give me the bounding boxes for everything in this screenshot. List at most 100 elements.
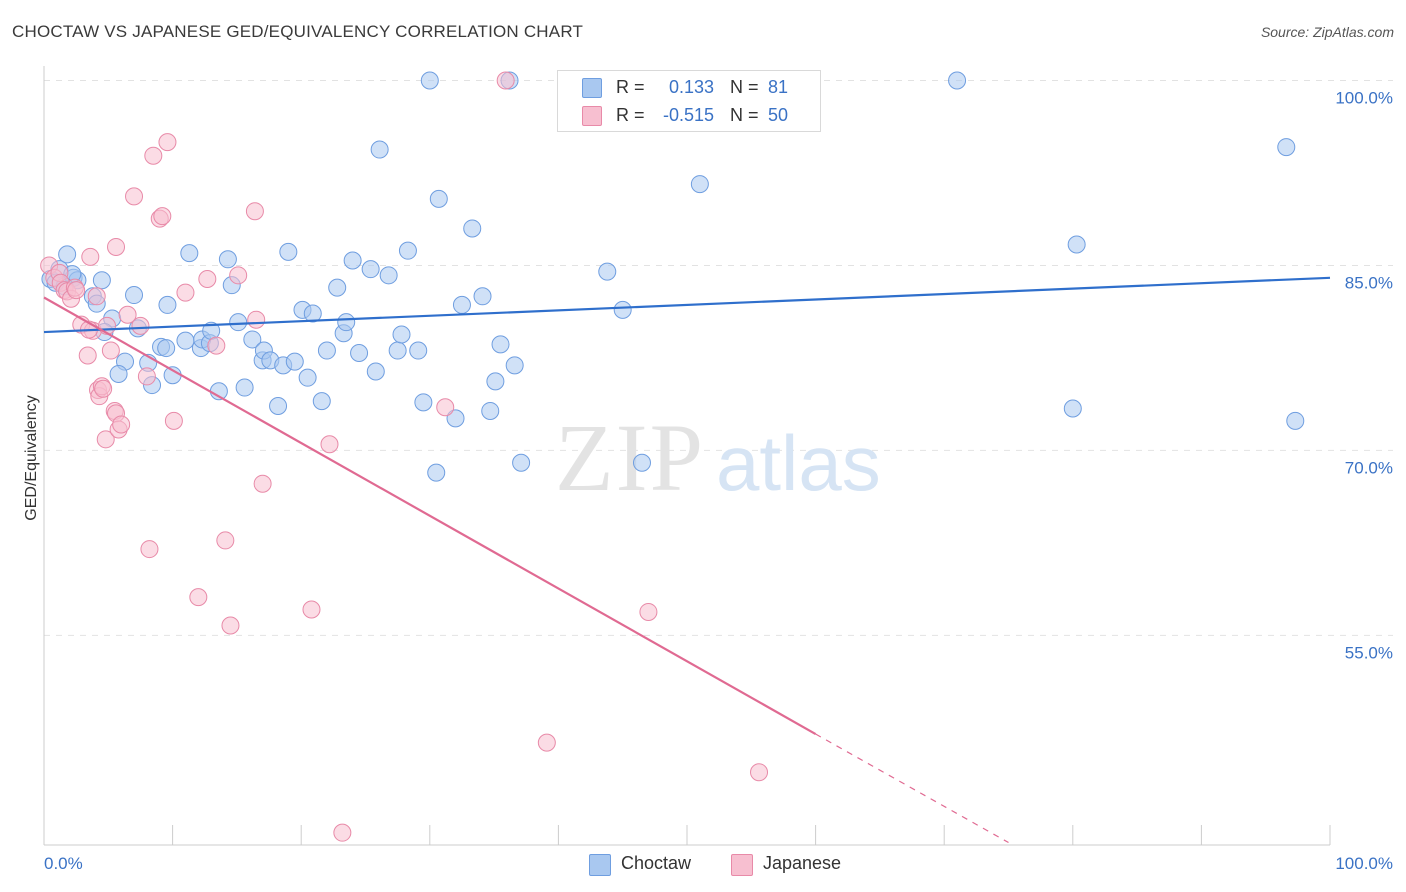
data-point-choctaw: [446, 409, 465, 428]
data-point-choctaw: [350, 344, 369, 363]
legend-label-japanese: Japanese: [763, 853, 842, 873]
legend-swatch-japanese: [582, 106, 602, 126]
data-point-choctaw: [279, 242, 298, 261]
data-point-choctaw: [473, 287, 492, 306]
data-point-japanese: [158, 133, 177, 152]
data-point-choctaw: [486, 372, 505, 391]
data-point-japanese: [253, 474, 272, 493]
data-point-japanese: [639, 602, 658, 621]
trend-line-extension-japanese: [815, 733, 1009, 844]
series-legend: Choctaw Japanese: [0, 852, 1406, 878]
data-point-japanese: [436, 398, 455, 417]
data-point-choctaw: [398, 241, 417, 260]
legend-swatch-choctaw: [582, 78, 602, 98]
legend-row-japanese: R = -0.515 N = 50: [558, 102, 820, 128]
data-point-choctaw: [109, 364, 128, 383]
data-point-choctaw: [285, 352, 304, 371]
data-point-japanese: [144, 146, 163, 165]
data-point-choctaw: [298, 368, 317, 387]
data-point-choctaw: [317, 341, 336, 360]
data-point-choctaw: [176, 331, 195, 350]
legend-n-value: 81: [768, 77, 789, 97]
data-point-japanese: [96, 430, 115, 449]
data-point-japanese: [131, 316, 150, 335]
data-point-japanese: [125, 187, 144, 206]
data-point-choctaw: [243, 330, 262, 349]
legend-swatch-choctaw: [589, 854, 611, 876]
trend-line-choctaw: [43, 276, 1331, 334]
data-point-japanese: [496, 71, 515, 90]
x-tick-label: 100.0%: [1335, 854, 1393, 873]
data-point-japanese: [98, 316, 117, 335]
data-point-japanese: [164, 411, 183, 430]
data-point-choctaw: [481, 401, 500, 420]
legend-r-value: 0.133: [668, 77, 714, 97]
data-point-choctaw: [491, 335, 510, 354]
data-point-choctaw: [158, 295, 177, 314]
data-point-japanese: [207, 336, 226, 355]
y-tick-label: 70.0%: [1345, 458, 1393, 477]
data-point-choctaw: [125, 286, 144, 305]
trend-lines: [43, 276, 1331, 844]
y-tick-label: 100.0%: [1335, 88, 1393, 107]
data-point-japanese: [320, 435, 339, 454]
data-point-japanese: [137, 367, 156, 386]
data-point-choctaw: [948, 71, 967, 90]
data-point-japanese: [78, 346, 97, 365]
legend-r-value: -0.515: [662, 105, 714, 125]
data-point-japanese: [176, 283, 195, 302]
legend-n-label: N =: [730, 105, 759, 125]
data-point-choctaw: [1277, 138, 1296, 157]
data-point-choctaw: [409, 341, 428, 360]
data-point-choctaw: [429, 189, 448, 208]
data-point-choctaw: [392, 325, 411, 344]
data-point-japanese: [198, 270, 217, 289]
data-point-choctaw: [235, 378, 254, 397]
data-point-choctaw: [157, 339, 176, 358]
data-point-choctaw: [463, 219, 482, 238]
data-point-choctaw: [512, 453, 531, 472]
x-tick-label: 0.0%: [44, 854, 83, 873]
svg-text:atlas: atlas: [716, 419, 881, 507]
y-tick-labels: 100.0% 85.0% 70.0% 55.0%: [1335, 88, 1393, 662]
data-point-japanese: [750, 763, 769, 782]
data-point-choctaw: [1063, 399, 1082, 418]
series-japanese: [40, 71, 769, 842]
data-point-choctaw: [379, 266, 398, 285]
data-point-japanese: [153, 207, 172, 226]
axes: [43, 66, 1331, 846]
data-point-choctaw: [328, 278, 347, 297]
source-label: Source: ZipAtlas.com: [1260, 24, 1394, 40]
data-point-choctaw: [632, 453, 651, 472]
data-point-choctaw: [361, 260, 380, 279]
data-point-japanese: [189, 588, 208, 607]
data-point-japanese: [302, 600, 321, 619]
data-point-choctaw: [613, 300, 632, 319]
watermark: ZIP atlas: [555, 404, 881, 511]
data-point-choctaw: [229, 313, 248, 332]
legend-r-label: R =: [616, 77, 645, 97]
legend-n-label: N =: [730, 77, 759, 97]
data-point-choctaw: [312, 392, 331, 411]
chart-title: CHOCTAW VS JAPANESE GED/EQUIVALENCY CORR…: [12, 22, 584, 41]
data-point-choctaw: [58, 245, 77, 264]
data-point-japanese: [118, 305, 137, 324]
data-point-japanese: [101, 341, 120, 360]
data-point-choctaw: [505, 356, 524, 375]
data-point-choctaw: [388, 341, 407, 360]
y-tick-label: 55.0%: [1345, 643, 1393, 662]
data-point-japanese: [87, 287, 106, 306]
data-point-japanese: [216, 531, 235, 550]
data-point-japanese: [229, 266, 248, 285]
y-axis-title: GED/Equivalency: [23, 395, 40, 520]
data-point-japanese: [247, 310, 266, 329]
data-point-choctaw: [303, 304, 322, 323]
data-point-japanese: [537, 733, 556, 752]
data-point-choctaw: [337, 313, 356, 332]
correlation-legend: R = 0.133 N = 81 R = -0.515 N = 50: [557, 70, 821, 132]
data-point-japanese: [140, 540, 159, 559]
data-point-choctaw: [92, 271, 111, 290]
data-point-choctaw: [370, 140, 389, 159]
y-tick-label: 85.0%: [1345, 273, 1393, 292]
